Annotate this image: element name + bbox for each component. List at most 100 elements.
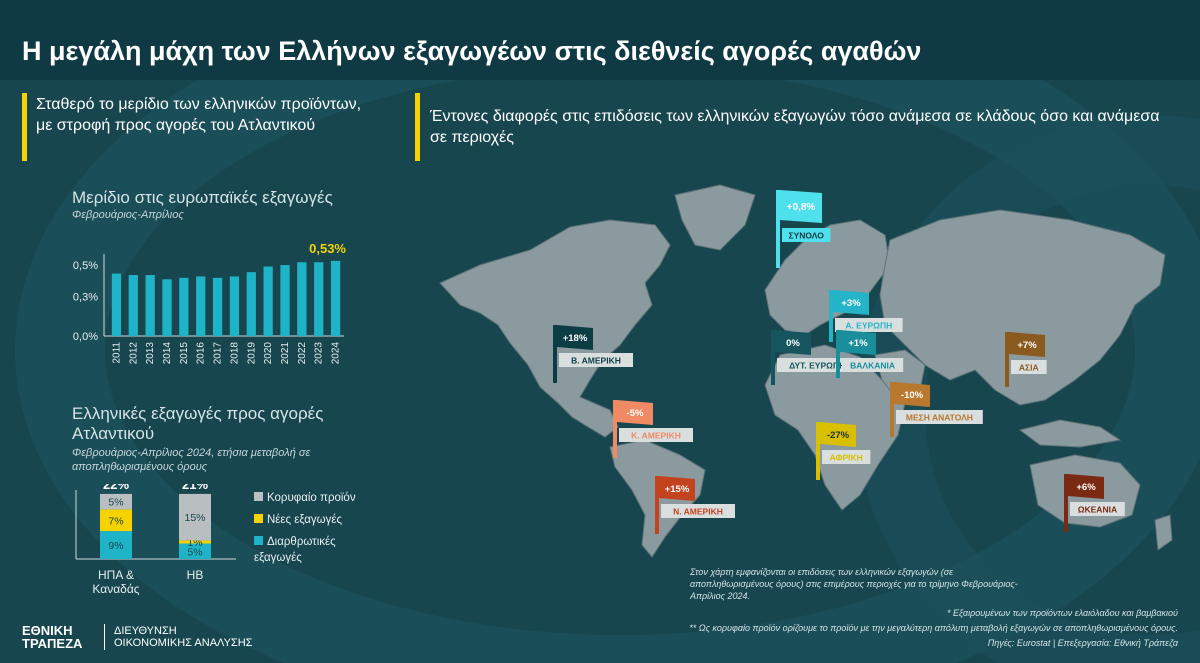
stack-segment — [179, 493, 211, 541]
new-zealand-shape — [1154, 514, 1173, 551]
x-tick-label: 2018 — [229, 342, 240, 365]
flag-pole — [816, 422, 820, 480]
page-title: Η μεγάλη μάχη των Ελλήνων εξαγωγέων στις… — [22, 36, 922, 66]
flag-cloth — [775, 330, 811, 355]
x-tick-label: 2016 — [196, 342, 207, 365]
flag-value: +3% — [841, 298, 861, 309]
flag-label-bg — [822, 450, 871, 464]
flag-region-label: ΑΣΙΑ — [1019, 363, 1039, 373]
bar — [111, 273, 122, 336]
flag-pole — [655, 476, 659, 534]
region-flag: +0,8% ΣΥΝΟΛΟ — [776, 190, 831, 268]
legend-swatch — [254, 536, 263, 545]
region-flag: +3% Α. ΕΥΡΩΠΗ — [829, 290, 903, 342]
flag-pole — [1005, 332, 1009, 387]
division-line1: ΔΙΕΥΘΥΝΣΗ — [114, 625, 177, 637]
flag-label-bg — [559, 353, 633, 367]
flag-pole — [553, 325, 557, 383]
flag-label-bg — [661, 504, 735, 518]
flag-label-bg — [619, 428, 693, 442]
division-line2: ΟΙΚΟΝΟΜΙΚΗΣ ΑΝΑΛΥΣΗΣ — [114, 637, 253, 649]
greenland-shape — [674, 184, 756, 251]
x-tick-label: 2017 — [213, 342, 224, 365]
atlantic-chart-subtitle: Φεβρουάριος-Απρίλιος 2024, ετήσια μεταβο… — [72, 447, 311, 473]
bar — [162, 279, 172, 336]
legend-swatch — [254, 492, 263, 501]
bar — [314, 262, 324, 336]
flag-value: +18% — [563, 333, 588, 344]
flag-pole — [771, 330, 775, 385]
region-flag: -27% ΑΦΡΙΚΗ — [816, 422, 871, 480]
category-label: ΗΠΑ & — [98, 568, 134, 582]
right-headline: Έντονες διαφορές στις επιδόσεις των ελλη… — [430, 108, 1160, 146]
flag-label-bg — [896, 410, 983, 424]
flag-cloth — [840, 330, 876, 355]
stack-segment — [100, 509, 132, 532]
flag-pole — [776, 190, 780, 268]
flag-region-label: ΔΥΤ. ΕΥΡΩΠΗ — [789, 361, 845, 371]
division-label: ΔΙΕΥΘΥΝΣΗ ΟΙΚΟΝΟΜΙΚΗΣ ΑΝΑΛΥΣΗΣ — [114, 625, 252, 649]
bar — [212, 277, 223, 336]
logo-divider — [104, 624, 105, 650]
flag-value: +15% — [665, 484, 690, 495]
flag-cloth — [780, 190, 822, 223]
flag-pole — [829, 290, 833, 342]
flag-value: -5% — [627, 408, 644, 419]
flag-cloth — [1009, 332, 1045, 357]
x-tick-label: 2014 — [162, 342, 173, 365]
region-flag: +18% Β. ΑΜΕΡΙΚΗ — [553, 325, 633, 383]
flag-region-label: ΣΥΝΟΛΟ — [789, 231, 825, 241]
legend-label: Κορυφαίο προϊόν — [267, 492, 356, 504]
stack-segment — [179, 543, 211, 559]
region-flag: +15% Ν. ΑΜΕΡΙΚΗ — [655, 476, 735, 534]
flag-region-label: Ν. ΑΜΕΡΙΚΗ — [673, 507, 723, 517]
segment-label: 7% — [108, 515, 123, 527]
footnote-1: * Εξαιρουμένων των προϊόντων ελαιόλαδου … — [947, 608, 1178, 618]
highlight-data-label: 0,53% — [309, 241, 346, 256]
y-tick-label: 0,3% — [73, 291, 98, 303]
flag-value: +1% — [848, 338, 868, 349]
flag-cloth — [617, 400, 653, 425]
bar — [263, 266, 273, 336]
flag-label-bg — [1011, 360, 1047, 374]
flag-cloth — [820, 422, 856, 447]
flag-value: +6% — [1076, 482, 1096, 493]
flag-region-label: ΜΕΣΗ ΑΝΑΤΟΛΗ — [906, 413, 973, 423]
legend-item-new-exports: Νέες εξαγωγές — [254, 512, 364, 528]
atlantic-chart-legend: Κορυφαίο προϊόν Νέες εξαγωγές Διαρθρωτικ… — [254, 490, 364, 566]
flag-value: -27% — [827, 430, 850, 441]
flag-value: +7% — [1017, 340, 1037, 351]
category-label: Καναδάς — [92, 582, 139, 596]
x-tick-label: 2012 — [128, 342, 139, 365]
flag-region-label: ΑΦΡΙΚΗ — [830, 453, 863, 463]
flag-value: +0,8% — [787, 202, 816, 213]
flag-region-label: Κ. ΑΜΕΡΙΚΗ — [631, 431, 681, 441]
asia-shape — [879, 209, 1166, 406]
bar — [196, 276, 206, 336]
bar — [330, 260, 341, 336]
total-label: 22% — [103, 484, 129, 492]
total-label: 21% — [182, 484, 208, 492]
footnote-3: Πηγές: Eurostat | Επεξεργασία: Εθνική Τρ… — [987, 638, 1178, 648]
flag-label-bg — [782, 228, 831, 242]
legend-label: Διαρθρωτικές εξαγωγές — [254, 536, 336, 564]
flag-value: -10% — [901, 390, 924, 401]
flag-region-label: ΩΚΕΑΝΙΑ — [1078, 505, 1117, 515]
region-flag: -10% ΜΕΣΗ ΑΝΑΤΟΛΗ — [890, 382, 983, 437]
flag-cloth — [1068, 474, 1104, 499]
stack-segment — [100, 493, 132, 510]
bar — [128, 275, 138, 336]
x-tick-label: 2021 — [280, 342, 291, 365]
x-tick-label: 2020 — [263, 342, 274, 365]
map-note: Στον χάρτη εμφανίζονται οι επιδόσεις των… — [690, 567, 1018, 601]
flag-pole — [836, 330, 840, 378]
flag-pole — [613, 400, 617, 458]
flag-value: 0% — [786, 338, 800, 349]
region-flag: -5% Κ. ΑΜΕΡΙΚΗ — [613, 400, 693, 458]
bar — [297, 262, 307, 336]
bar — [145, 275, 155, 336]
x-tick-label: 2019 — [246, 342, 257, 365]
legend-item-top-product: Κορυφαίο προϊόν — [254, 490, 364, 506]
flag-cloth — [557, 325, 593, 350]
